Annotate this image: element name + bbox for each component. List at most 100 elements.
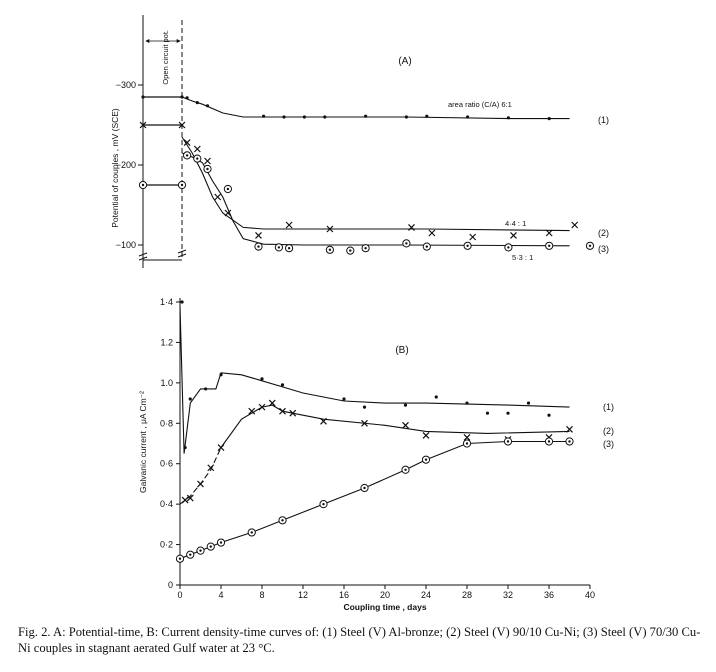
- panel-a-data-point: [195, 101, 199, 105]
- area-ratio-annotation: area ratio (C/A) 6:1: [448, 100, 512, 109]
- panel-b-data-point: [180, 300, 184, 304]
- axis-break-marks: [138, 249, 187, 261]
- panel-b-data-point: [280, 383, 285, 387]
- panel-b-data-point: [362, 405, 367, 409]
- panel-a-open-circuit-marker-3: [177, 180, 187, 190]
- panel-a-series-1: [141, 95, 570, 121]
- panel-a-series-3: [138, 151, 595, 255]
- panel-a-data-point: [585, 241, 595, 250]
- panel-a-data-point: [183, 151, 192, 160]
- panel-b-data-point: [186, 494, 194, 502]
- ratio-annotation-3: 5·3 : 1: [512, 253, 533, 262]
- panel-b-data-point: [219, 373, 223, 377]
- panel-a-data-point: [254, 242, 263, 251]
- panel-b-x-tick-label: 28: [462, 590, 472, 600]
- panel-b-data-point: [319, 500, 328, 509]
- panel-b-y-label: Galvanic current , μA Cm⁻²: [138, 391, 148, 493]
- panel-b-y-ticks: 0 0·2 0·4 0·6 0·8 1.0 1.2 1·4: [160, 297, 180, 590]
- panel-b-data-point: [175, 554, 185, 563]
- panel-b-data-point: [566, 425, 573, 433]
- panel-a-data-point: [193, 145, 201, 153]
- panel-a-data-point: [193, 154, 202, 163]
- panel-a-y-tick-label: −200: [116, 160, 136, 170]
- panel-b-data-point: [465, 401, 469, 405]
- panel-b-data-point: [206, 542, 215, 551]
- panel-b-series-label-1: (1): [603, 402, 614, 412]
- panel-b-x-tick-label: 24: [421, 590, 431, 600]
- panel-b-data-point: [503, 437, 513, 446]
- panel-a-open-circuit-marker-3: [138, 180, 148, 190]
- panel-a-data-point: [404, 115, 408, 119]
- panel-a-data-point: [422, 242, 431, 251]
- panel-a-data-point: [469, 233, 477, 241]
- panel-a-data-point: [285, 221, 293, 229]
- panel-a-data-point: [428, 229, 436, 237]
- panel-b-series-line-3: [179, 440, 570, 560]
- panel-b-y-tick-label: 1.2: [160, 337, 173, 347]
- panel-a-data-point: [506, 116, 510, 120]
- panel-a-data-point: [274, 243, 283, 252]
- panel-b-y-tick-label: 0·8: [160, 418, 173, 428]
- panel-a-data-point: [361, 244, 370, 253]
- panel-b-data-point: [197, 480, 204, 488]
- panel-a-data-point: [282, 115, 286, 119]
- panel-a-data-point: [214, 193, 222, 201]
- panel-a-data-point: [466, 115, 470, 119]
- panel-b-data-point: [403, 403, 408, 407]
- panel-b-data-point: [526, 401, 531, 405]
- panel-b-y-tick-label: 0·2: [160, 540, 173, 550]
- panel-b-data-point: [342, 397, 346, 401]
- panel-a-data-point: [326, 225, 334, 233]
- panel-b-x-tick-label: 32: [503, 590, 513, 600]
- panel-b-data-point: [181, 496, 189, 504]
- panel-b-data-point: [422, 431, 430, 439]
- panel-a-series: [138, 95, 595, 255]
- panel-b-data-point: [565, 437, 574, 446]
- panel-b-series-label-3: (3): [603, 439, 614, 449]
- panel-b-series-3: [175, 437, 574, 563]
- panel-b-x-tick-label: 20: [380, 590, 390, 600]
- panel-a-open-circuit-marker-2: [139, 121, 147, 129]
- panel-b-x-ticks: 0 4 8 12 16 20 24 28 32 36 40: [177, 585, 595, 600]
- panel-b-x-label: Coupling time , days: [343, 602, 426, 612]
- panel-b-series-line-2: [220, 404, 570, 448]
- panel-a-series-label-3: (3): [598, 244, 609, 254]
- panel-a-y-tick-label: −100: [116, 240, 136, 250]
- panel-b-data-point: [278, 516, 287, 525]
- panel-a-data-point: [323, 115, 327, 119]
- panel-b-data-point: [485, 411, 490, 415]
- panel-a-y-tick-label: −300: [116, 80, 136, 90]
- panel-a-data-point: [425, 114, 429, 118]
- panel-b-data-point: [183, 445, 187, 450]
- panel-a-data-point: [185, 96, 189, 100]
- panel-b-x-tick-label: 4: [218, 590, 223, 600]
- panel-a-data-point: [223, 184, 232, 194]
- panel-b-data-point: [279, 407, 286, 415]
- panel-b-data-point: [434, 395, 438, 399]
- panel-b-series-label-2: (2): [603, 426, 614, 436]
- panel-a-data-point: [325, 245, 334, 254]
- panel-a-data-point: [203, 164, 212, 174]
- panel-a-open-circuit-marker-2: [178, 121, 186, 129]
- panel-a-data-point: [262, 114, 266, 118]
- panel-b-data-point: [207, 464, 215, 472]
- panel-b-data-point: [320, 417, 327, 425]
- panel-b-series: [175, 300, 574, 563]
- panel-b-data-point: [196, 546, 205, 555]
- panel-b-data-point: [462, 439, 472, 448]
- panel-a-series-line-2: [181, 136, 570, 232]
- panel-b-series-2: [179, 399, 573, 505]
- panel-b-data-point: [258, 403, 266, 411]
- panel-b-data-point: [547, 413, 551, 417]
- panel-a-data-point: [402, 239, 411, 248]
- panel-a-data-point: [510, 231, 517, 239]
- panel-b-current-chart: 0 0·2 0·4 0·6 0·8 1.0 1.2 1·4 0 4 8 12 16 20 24 28 32 36…: [138, 297, 614, 612]
- panel-a-y-label: Potential of couples , mV (SCE): [110, 108, 120, 228]
- panel-b-x-tick-label: 8: [259, 590, 264, 600]
- panel-a-series-label-2: (2): [598, 228, 609, 238]
- panel-b-data-point: [260, 377, 264, 381]
- panel-b-x-tick-label: 36: [544, 590, 554, 600]
- panel-b-data-point: [361, 419, 368, 427]
- panel-a-open-circuit-marker-1: [141, 95, 145, 99]
- panel-a-data-point: [408, 223, 415, 231]
